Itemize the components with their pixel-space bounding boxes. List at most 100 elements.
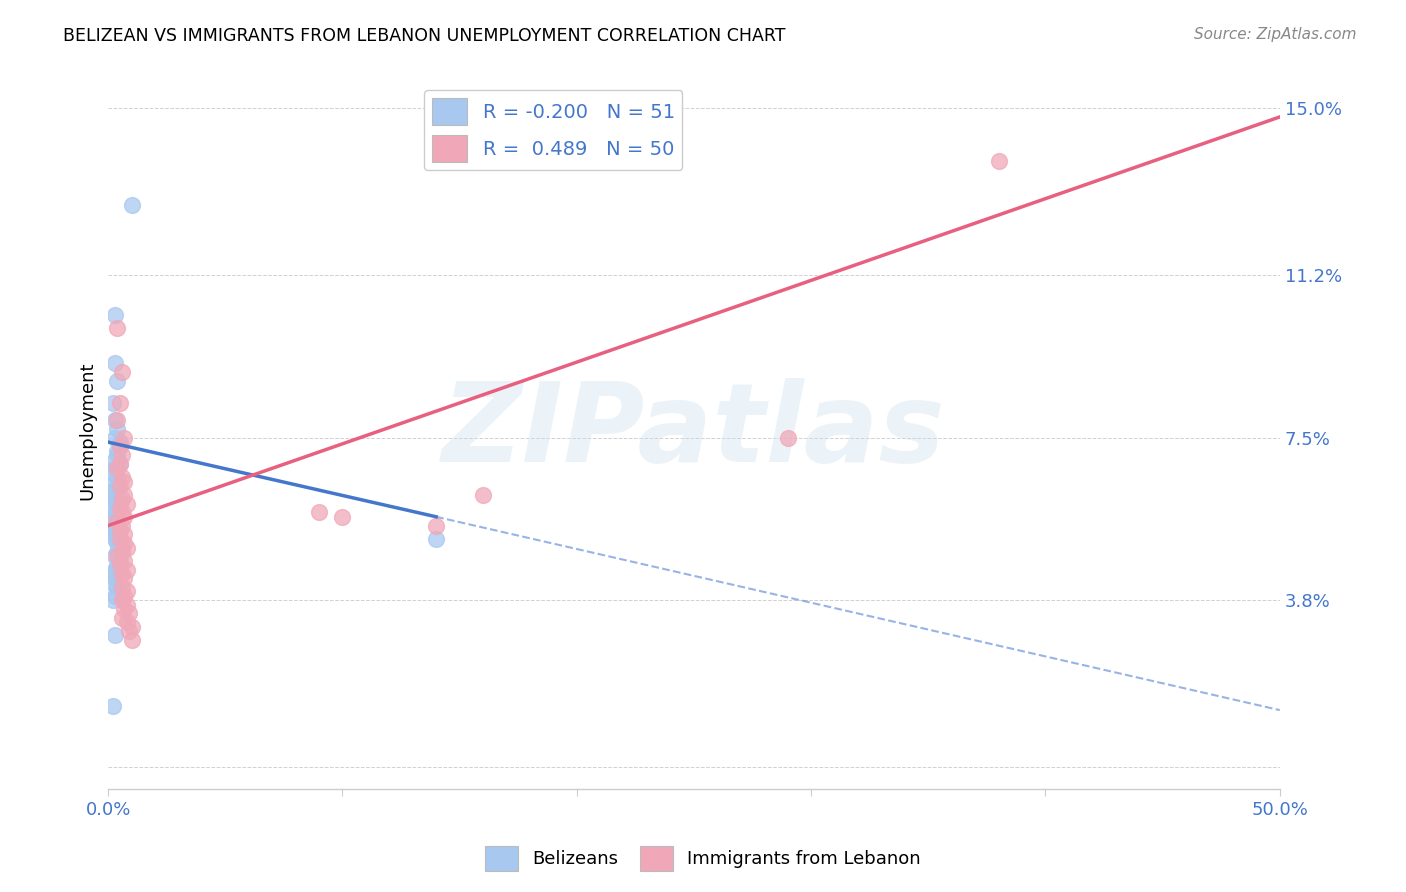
Point [114, 431, 136, 445]
Point [111, 593, 134, 607]
Point [121, 198, 143, 212]
Point [108, 440, 131, 454]
Point [111, 518, 134, 533]
Point [107, 374, 129, 388]
Legend: Belizeans, Immigrants from Lebanon: Belizeans, Immigrants from Lebanon [478, 838, 928, 879]
Point [104, 571, 127, 585]
Point [107, 536, 129, 550]
Point [101, 395, 124, 409]
Point [108, 479, 131, 493]
Point [107, 497, 129, 511]
Point [115, 598, 138, 612]
Point [104, 518, 127, 533]
Point [108, 457, 131, 471]
Text: BELIZEAN VS IMMIGRANTS FROM LEBANON UNEMPLOYMENT CORRELATION CHART: BELIZEAN VS IMMIGRANTS FROM LEBANON UNEM… [63, 27, 786, 45]
Point [107, 479, 129, 493]
Point [107, 461, 129, 475]
Point [101, 518, 124, 533]
Point [472, 488, 495, 502]
Text: ZIPatlas: ZIPatlas [441, 377, 946, 484]
Point [107, 549, 129, 564]
Point [108, 554, 131, 568]
Point [108, 395, 131, 409]
Point [104, 431, 127, 445]
Point [104, 492, 127, 507]
Point [111, 448, 134, 462]
Point [107, 413, 129, 427]
Point [111, 492, 134, 507]
Point [111, 505, 134, 519]
Point [108, 500, 131, 515]
Point [104, 505, 127, 519]
Point [115, 615, 138, 630]
Point [108, 523, 131, 537]
Point [107, 558, 129, 573]
Point [101, 492, 124, 507]
Point [114, 536, 136, 550]
Point [776, 431, 799, 445]
Point [101, 488, 124, 502]
Point [104, 549, 127, 564]
Point [108, 532, 131, 546]
Text: Source: ZipAtlas.com: Source: ZipAtlas.com [1194, 27, 1357, 42]
Y-axis label: Unemployment: Unemployment [79, 362, 96, 500]
Point [114, 571, 136, 585]
Point [101, 566, 124, 581]
Point [107, 514, 129, 528]
Point [121, 620, 143, 634]
Point [308, 505, 330, 519]
Point [108, 536, 131, 550]
Point [104, 461, 127, 475]
Point [107, 545, 129, 559]
Point [107, 448, 129, 462]
Point [108, 457, 131, 471]
Point [987, 153, 1010, 168]
Point [115, 541, 138, 555]
Point [107, 443, 129, 458]
Point [425, 532, 447, 546]
Point [114, 589, 136, 603]
Point [107, 505, 129, 519]
Point [108, 440, 131, 454]
Point [111, 580, 134, 594]
Point [104, 589, 127, 603]
Point [111, 541, 134, 555]
Point [425, 518, 447, 533]
Point [101, 575, 124, 590]
Point [101, 509, 124, 524]
Point [104, 514, 127, 528]
Point [111, 611, 134, 625]
Point [115, 584, 138, 599]
Point [104, 452, 127, 467]
Point [101, 698, 124, 713]
Point [101, 500, 124, 515]
Point [108, 558, 131, 573]
Point [104, 532, 127, 546]
Point [114, 554, 136, 568]
Point [114, 602, 136, 616]
Point [104, 562, 127, 576]
Point [114, 527, 136, 541]
Point [107, 470, 129, 484]
Legend: R = -0.200   N = 51, R =  0.489   N = 50: R = -0.200 N = 51, R = 0.489 N = 50 [425, 90, 682, 170]
Point [121, 632, 143, 647]
Point [115, 497, 138, 511]
Point [118, 624, 141, 638]
Point [332, 509, 354, 524]
Point [104, 308, 127, 322]
Point [101, 466, 124, 480]
Point [114, 475, 136, 489]
Point [104, 483, 127, 498]
Point [104, 356, 127, 370]
Point [107, 580, 129, 594]
Point [108, 435, 131, 450]
Point [100, 523, 122, 537]
Point [104, 475, 127, 489]
Point [114, 509, 136, 524]
Point [111, 470, 134, 484]
Point [111, 545, 134, 559]
Point [107, 422, 129, 436]
Point [111, 365, 134, 379]
Point [115, 562, 138, 576]
Point [101, 593, 124, 607]
